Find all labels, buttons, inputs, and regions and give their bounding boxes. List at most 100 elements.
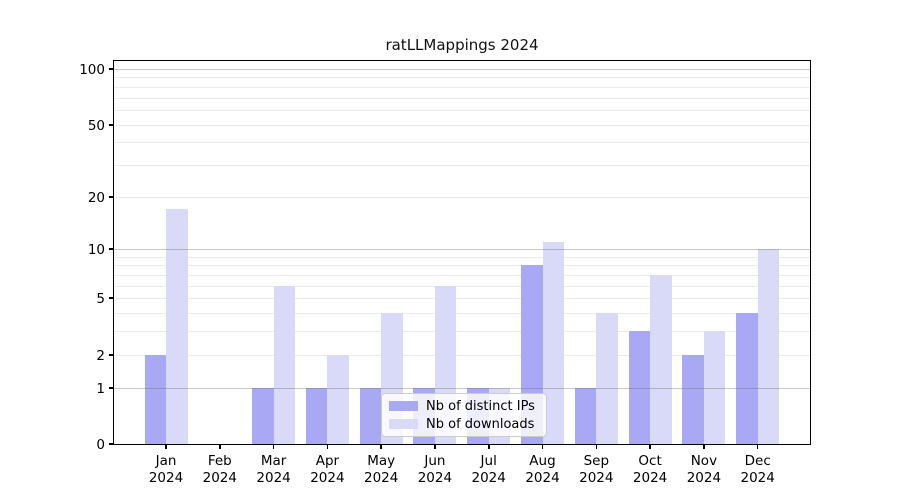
x-tick: [541, 444, 544, 449]
legend-label-distinct-ips: Nb of distinct IPs: [426, 398, 535, 414]
minor-gridline: [114, 286, 810, 287]
legend-swatch-distinct-ips: [389, 401, 418, 411]
plot-area: Jan 2024 Feb 2024 Mar 2024 Apr 2024 May 2024 Jun 20…: [79, 60, 811, 486]
bar-downloads-apr: [327, 355, 349, 444]
x-tick-label-month: Nov: [690, 453, 718, 469]
x-tick: [165, 444, 167, 449]
minor-gridline: [114, 125, 810, 126]
bar-downloads-sep: [596, 313, 618, 444]
x-tick-label-month: May: [367, 453, 396, 469]
y-tick-label: 0: [96, 436, 105, 453]
x-tick-label-month: Sep: [583, 453, 610, 469]
y-tick-label: 1: [96, 380, 105, 397]
x-tick-label-year: 2024: [148, 469, 184, 486]
y-tick-label: 2: [96, 347, 105, 364]
minor-gridline: [114, 142, 810, 143]
x-tick-label: Aug 2024: [525, 453, 559, 486]
x-tick-label-month: Jan: [155, 453, 177, 469]
x-tick-label: Mar 2024: [256, 453, 290, 486]
minor-gridline: [114, 87, 810, 88]
x-tick-label: Jun 2024: [418, 453, 452, 486]
x-tick-label: Nov 2024: [687, 453, 721, 486]
y-tick-label: 10: [87, 241, 105, 258]
legend-swatch-downloads: [389, 419, 418, 429]
y-tick: [109, 354, 114, 356]
bar-distinct-ips-oct: [628, 331, 651, 444]
y-tick: [109, 124, 114, 126]
major-gridline: [114, 249, 810, 250]
bar-downloads-dec: [757, 249, 780, 444]
x-tick-label: Apr 2024: [310, 453, 344, 486]
x-tick-label-year: 2024: [632, 469, 668, 486]
bar-distinct-ips-mar: [252, 388, 274, 444]
bar-distinct-ips-apr: [305, 388, 328, 444]
x-tick: [756, 444, 759, 449]
x-tick-label-month: Mar: [260, 453, 287, 469]
x-tick-label-year: 2024: [310, 469, 345, 486]
x-tick: [434, 444, 436, 449]
x-tick: [703, 444, 705, 449]
y-tick: [109, 387, 114, 389]
y-tick-label: 5: [96, 290, 105, 307]
bar-distinct-ips-sep: [574, 388, 597, 444]
x-tick: [488, 444, 490, 449]
bar-downloads-mar: [273, 286, 296, 444]
minor-gridline: [114, 197, 810, 198]
x-tick-label: May 2024: [364, 453, 398, 486]
legend-label-downloads: Nb of downloads: [426, 416, 535, 432]
x-tick-label-month: Oct: [638, 453, 662, 469]
x-tick: [380, 444, 382, 449]
bar-distinct-ips-nov: [682, 355, 704, 444]
y-tick-label: 100: [79, 61, 105, 78]
bar-distinct-ips-may: [359, 388, 382, 444]
y-tick: [109, 443, 114, 445]
x-tick-label-month: Feb: [207, 453, 232, 469]
y-tick: [109, 297, 114, 299]
x-tick-label: Oct 2024: [633, 453, 667, 486]
x-tick-label: Jul 2024: [472, 453, 506, 486]
bar-downloads-aug: [542, 242, 564, 444]
bar-distinct-ips-dec: [736, 313, 758, 444]
major-gridline: [114, 388, 810, 389]
x-tick-label-year: 2024: [686, 469, 722, 486]
x-tick-label: Dec 2024: [741, 453, 775, 486]
x-tick-label-month: Jul: [480, 453, 497, 469]
minor-gridline: [114, 265, 810, 266]
y-tick-label: 50: [87, 117, 105, 134]
x-tick-label-year: 2024: [740, 469, 775, 486]
x-tick-label: Feb 2024: [203, 453, 237, 486]
minor-gridline: [114, 257, 810, 258]
x-tick-label-year: 2024: [256, 469, 291, 486]
bar-downloads-jan: [166, 209, 188, 444]
x-tick: [595, 444, 598, 449]
y-tick: [109, 248, 114, 250]
bar-downloads-nov: [703, 331, 726, 444]
minor-gridline: [114, 355, 810, 356]
x-tick: [649, 444, 651, 449]
major-gridline: [114, 69, 810, 70]
x-tick-label-year: 2024: [471, 469, 506, 486]
minor-gridline: [114, 275, 810, 276]
minor-gridline: [114, 98, 810, 99]
minor-gridline: [114, 331, 810, 332]
x-tick-label-month: Jun: [424, 453, 446, 469]
x-tick-label-year: 2024: [525, 469, 560, 486]
x-tick-label-year: 2024: [202, 469, 237, 486]
x-tick-label-month: Aug: [529, 453, 556, 469]
minor-gridline: [114, 77, 810, 78]
legend-item-downloads: Nb of downloads: [389, 416, 539, 432]
x-tick-label-year: 2024: [417, 469, 453, 486]
minor-gridline: [114, 313, 810, 314]
x-tick-label: Jan 2024: [149, 453, 183, 486]
x-tick-label-year: 2024: [579, 469, 614, 486]
x-tick-label-month: Apr: [315, 453, 340, 469]
y-tick: [109, 68, 114, 70]
chart-title: ratLLMappings 2024: [385, 36, 539, 54]
x-tick-label: Sep 2024: [579, 453, 613, 486]
legend-item-distinct-ips: Nb of distinct IPs: [389, 398, 539, 414]
legend: Nb of distinct IPs Nb of downloads: [381, 393, 547, 437]
bar-downloads-oct: [650, 275, 672, 444]
minor-gridline: [114, 110, 810, 111]
y-tick: [109, 196, 114, 198]
